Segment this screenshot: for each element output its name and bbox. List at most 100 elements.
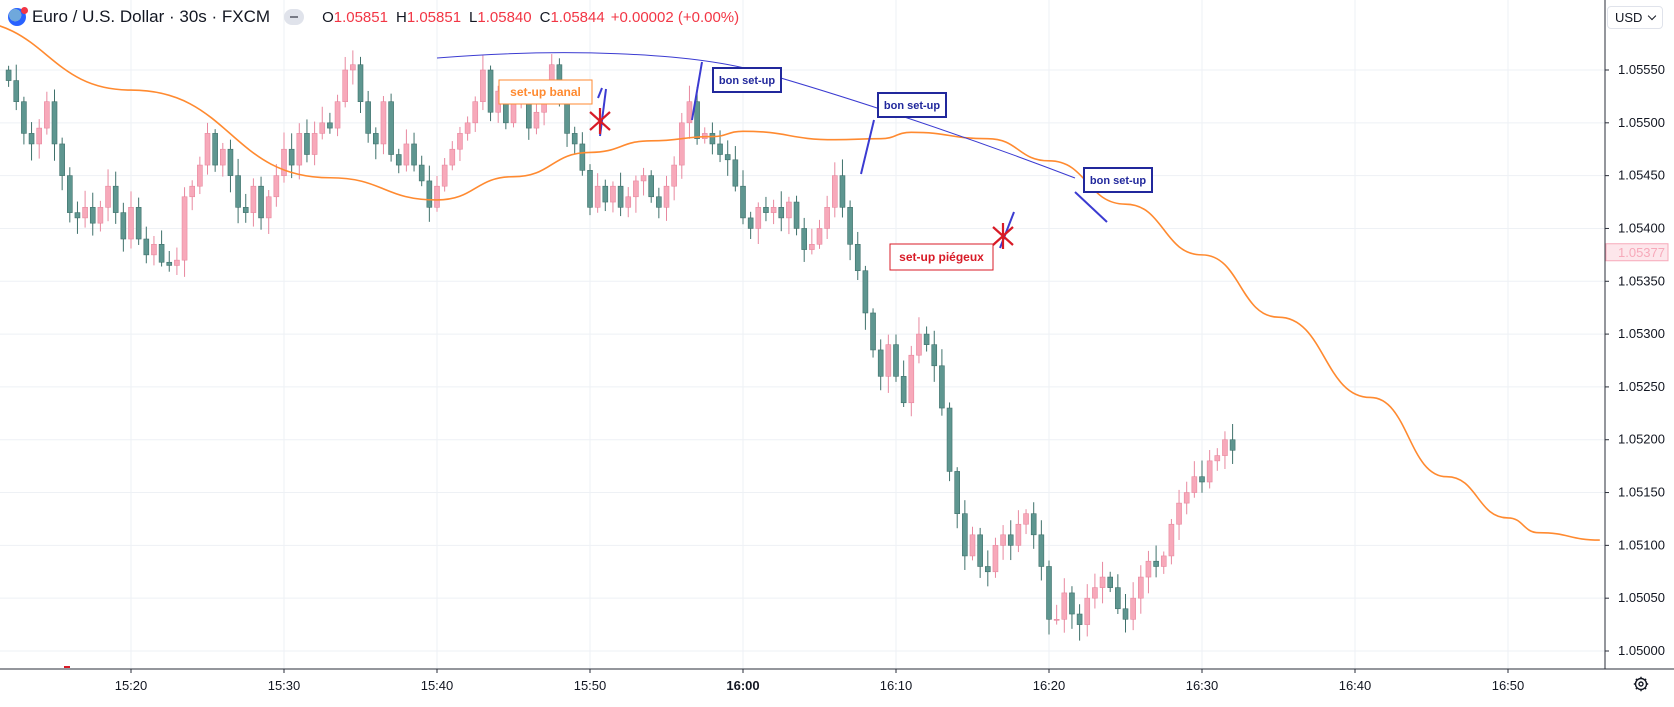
candle-body (120, 212, 127, 240)
candle-body (755, 207, 762, 229)
candle-body (625, 196, 632, 208)
candle-body (418, 164, 425, 182)
candle-body (1168, 523, 1175, 557)
candle-body (82, 207, 88, 219)
candle-body (648, 175, 655, 198)
candle-body (587, 170, 593, 208)
candle-body (5, 69, 12, 81)
candle-body (610, 185, 616, 203)
candle-body (1084, 597, 1091, 625)
candle-body (327, 122, 333, 129)
price-scale-bg (1605, 0, 1674, 702)
candle-body (663, 185, 670, 208)
candle-body (809, 244, 815, 250)
candle-body (319, 122, 326, 134)
candle-body (1130, 597, 1136, 620)
candle-body (304, 133, 310, 155)
time-tick-label: 16:30 (1186, 678, 1219, 693)
candle-body (288, 148, 295, 166)
candle-body (984, 566, 991, 573)
candle-body (1115, 587, 1121, 610)
symbol-legend: Euro / U.S. Dollar · 30s · FXCM O 1.05851… (8, 6, 739, 28)
candle-body (434, 185, 440, 208)
candle-body (296, 133, 303, 166)
candle-body (189, 185, 195, 198)
candle-body (747, 217, 754, 229)
candle-body (220, 148, 226, 166)
annotation-box[interactable] (498, 79, 593, 105)
candle-body (1015, 523, 1022, 546)
candle-body (1092, 587, 1098, 599)
currency-select[interactable]: USD (1607, 6, 1663, 29)
annotation-box[interactable] (712, 67, 782, 93)
candle-body (372, 133, 379, 145)
candle-body (717, 143, 723, 155)
candle-body (816, 228, 823, 245)
time-tick-label: 16:50 (1492, 678, 1525, 693)
candle-body (594, 185, 601, 208)
candle-body (449, 148, 456, 166)
annotation-box[interactable] (877, 92, 947, 118)
candle-body (36, 127, 43, 145)
candle-body (579, 143, 586, 171)
collapse-legend-icon[interactable] (284, 9, 305, 25)
annotation-box[interactable] (889, 243, 994, 271)
candle-body (59, 143, 65, 176)
gear-icon[interactable] (1633, 676, 1649, 692)
candle-body (1214, 455, 1221, 462)
candle-body (242, 207, 249, 213)
price-tick-label: 1.05050 (1618, 590, 1665, 605)
candle-body (357, 64, 364, 102)
drawn-stroke (691, 61, 703, 121)
price-tick-label: 1.05550 (1618, 62, 1665, 77)
high-label: H (395, 8, 407, 26)
open-value: 1.05851 (333, 8, 388, 26)
candle-body (105, 185, 111, 208)
candle-body (877, 349, 884, 377)
candle-body (931, 344, 938, 367)
candle-body (992, 545, 999, 573)
candle-body (686, 101, 693, 124)
candle-body (885, 344, 892, 377)
candle-body (1107, 576, 1113, 588)
candle-body (656, 196, 662, 208)
candle-body (457, 133, 463, 150)
price-tick-label: 1.05400 (1618, 220, 1665, 235)
candle-body (97, 207, 104, 224)
candle-body (112, 185, 119, 213)
candle-body (1122, 608, 1129, 620)
candle-body (602, 185, 609, 203)
candle-body (1038, 534, 1045, 567)
open-label: O (322, 8, 334, 26)
candle-body (67, 175, 73, 213)
change-value: +0.00002 (+0.00%) (610, 8, 740, 26)
candle-body (403, 143, 410, 166)
annotation-label: bon set-up (884, 100, 940, 112)
price-tick-label: 1.05150 (1618, 485, 1665, 500)
annotation-label: bon set-up (719, 75, 775, 87)
annotation-box[interactable] (1083, 167, 1153, 193)
candle-body (694, 101, 700, 139)
candle-body (380, 101, 387, 145)
cross-marker (589, 108, 611, 134)
candle-body (847, 207, 853, 245)
time-tick-label: 16:20 (1033, 678, 1066, 693)
currency-label: USD (1615, 10, 1643, 25)
chevron-down-icon (1647, 11, 1657, 21)
symbol-title[interactable]: Euro / U.S. Dollar · 30s · FXCM (32, 7, 271, 26)
candle-body (724, 154, 731, 161)
candle-body (1030, 513, 1037, 536)
candle-body (480, 69, 486, 102)
candle-body (900, 376, 907, 404)
candle-body (388, 101, 394, 155)
candle-body (1053, 619, 1060, 621)
candle-body (916, 333, 922, 356)
candle-body (793, 201, 800, 229)
candle-body (923, 333, 930, 345)
candle-body (135, 207, 142, 240)
price-tick-label: 1.05000 (1618, 643, 1665, 658)
candle-body (954, 471, 961, 514)
candle-body (1153, 560, 1159, 567)
